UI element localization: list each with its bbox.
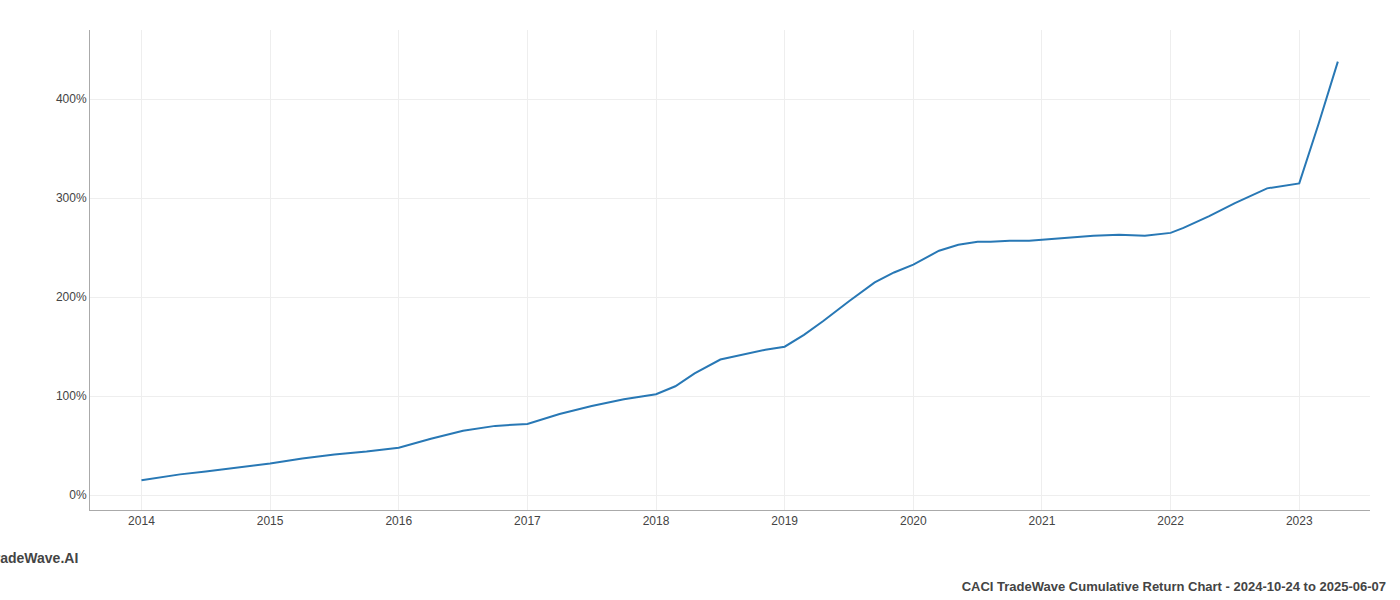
svg-text:2016: 2016 — [385, 514, 412, 528]
svg-text:2021: 2021 — [1029, 514, 1056, 528]
svg-text:2023: 2023 — [1286, 514, 1313, 528]
svg-text:2019: 2019 — [771, 514, 798, 528]
svg-text:100%: 100% — [56, 389, 87, 403]
svg-text:2014: 2014 — [128, 514, 155, 528]
svg-text:400%: 400% — [56, 92, 87, 106]
svg-text:2022: 2022 — [1157, 514, 1184, 528]
svg-text:2015: 2015 — [257, 514, 284, 528]
svg-text:300%: 300% — [56, 191, 87, 205]
svg-text:2018: 2018 — [643, 514, 670, 528]
svg-text:2017: 2017 — [514, 514, 541, 528]
svg-text:CACI TradeWave Cumulative Retu: CACI TradeWave Cumulative Return Chart -… — [962, 579, 1386, 594]
svg-text:200%: 200% — [56, 290, 87, 304]
svg-text:2020: 2020 — [900, 514, 927, 528]
svg-text:0%: 0% — [69, 488, 87, 502]
svg-text:TradeWave.AI: TradeWave.AI — [0, 550, 78, 566]
